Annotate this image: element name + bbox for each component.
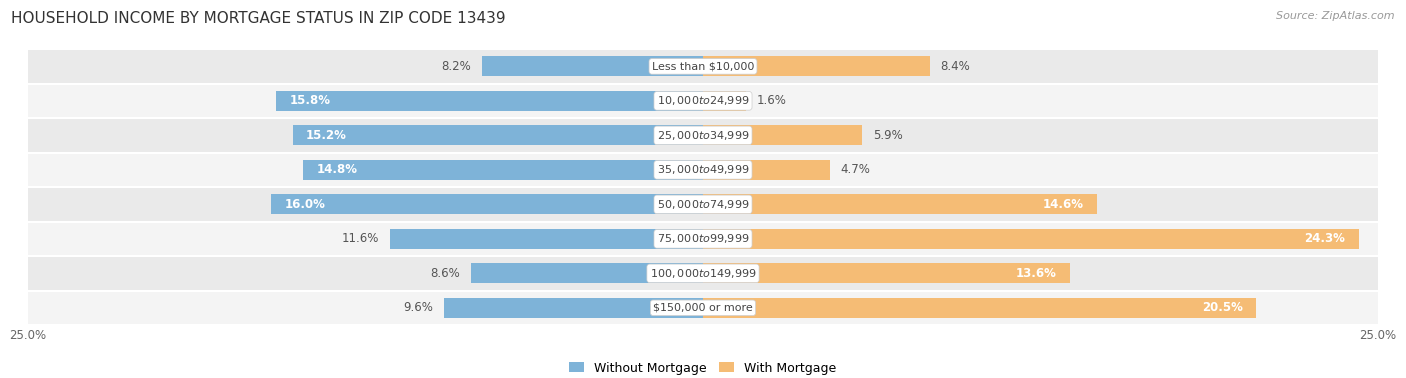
Bar (28, 118, 1378, 153)
Text: Less than $10,000: Less than $10,000 (652, 61, 754, 71)
Bar (703, 125, 862, 146)
Text: 11.6%: 11.6% (342, 232, 380, 245)
Bar (28, 291, 1378, 325)
Bar (304, 160, 703, 180)
Text: $25,000 to $34,999: $25,000 to $34,999 (657, 129, 749, 142)
Bar (28, 153, 1378, 187)
Text: 15.2%: 15.2% (307, 129, 347, 142)
Text: 8.2%: 8.2% (441, 60, 471, 73)
Bar (444, 298, 703, 318)
Bar (703, 229, 1360, 249)
Text: 20.5%: 20.5% (1202, 301, 1243, 314)
Text: 8.4%: 8.4% (941, 60, 970, 73)
Text: 9.6%: 9.6% (404, 301, 433, 314)
Text: $75,000 to $99,999: $75,000 to $99,999 (657, 232, 749, 245)
Bar (703, 194, 1097, 214)
Text: $50,000 to $74,999: $50,000 to $74,999 (657, 198, 749, 211)
Text: 15.8%: 15.8% (290, 94, 330, 107)
Bar (389, 229, 703, 249)
Bar (703, 263, 1070, 284)
Text: 16.0%: 16.0% (284, 198, 325, 211)
Text: $150,000 or more: $150,000 or more (654, 303, 752, 313)
Text: $10,000 to $24,999: $10,000 to $24,999 (657, 94, 749, 107)
Text: $100,000 to $149,999: $100,000 to $149,999 (650, 267, 756, 280)
Bar (28, 49, 1378, 84)
Bar (292, 125, 703, 146)
Bar (471, 263, 703, 284)
Text: 4.7%: 4.7% (841, 163, 870, 177)
Bar (28, 222, 1378, 256)
Text: 24.3%: 24.3% (1305, 232, 1346, 245)
Text: 14.6%: 14.6% (1043, 198, 1084, 211)
Bar (28, 84, 1378, 118)
Bar (28, 256, 1378, 291)
Text: 5.9%: 5.9% (873, 129, 903, 142)
Text: $35,000 to $49,999: $35,000 to $49,999 (657, 163, 749, 177)
Text: HOUSEHOLD INCOME BY MORTGAGE STATUS IN ZIP CODE 13439: HOUSEHOLD INCOME BY MORTGAGE STATUS IN Z… (11, 11, 506, 26)
Bar (703, 91, 747, 111)
Bar (28, 187, 1378, 222)
Text: Source: ZipAtlas.com: Source: ZipAtlas.com (1277, 11, 1395, 21)
Bar (271, 194, 703, 214)
Text: 1.6%: 1.6% (756, 94, 787, 107)
Text: 8.6%: 8.6% (430, 267, 460, 280)
Text: 14.8%: 14.8% (316, 163, 359, 177)
Bar (703, 160, 830, 180)
Legend: Without Mortgage, With Mortgage: Without Mortgage, With Mortgage (564, 356, 842, 378)
Bar (703, 56, 929, 76)
Bar (277, 91, 703, 111)
Text: 13.6%: 13.6% (1015, 267, 1057, 280)
Bar (703, 298, 1257, 318)
Bar (482, 56, 703, 76)
